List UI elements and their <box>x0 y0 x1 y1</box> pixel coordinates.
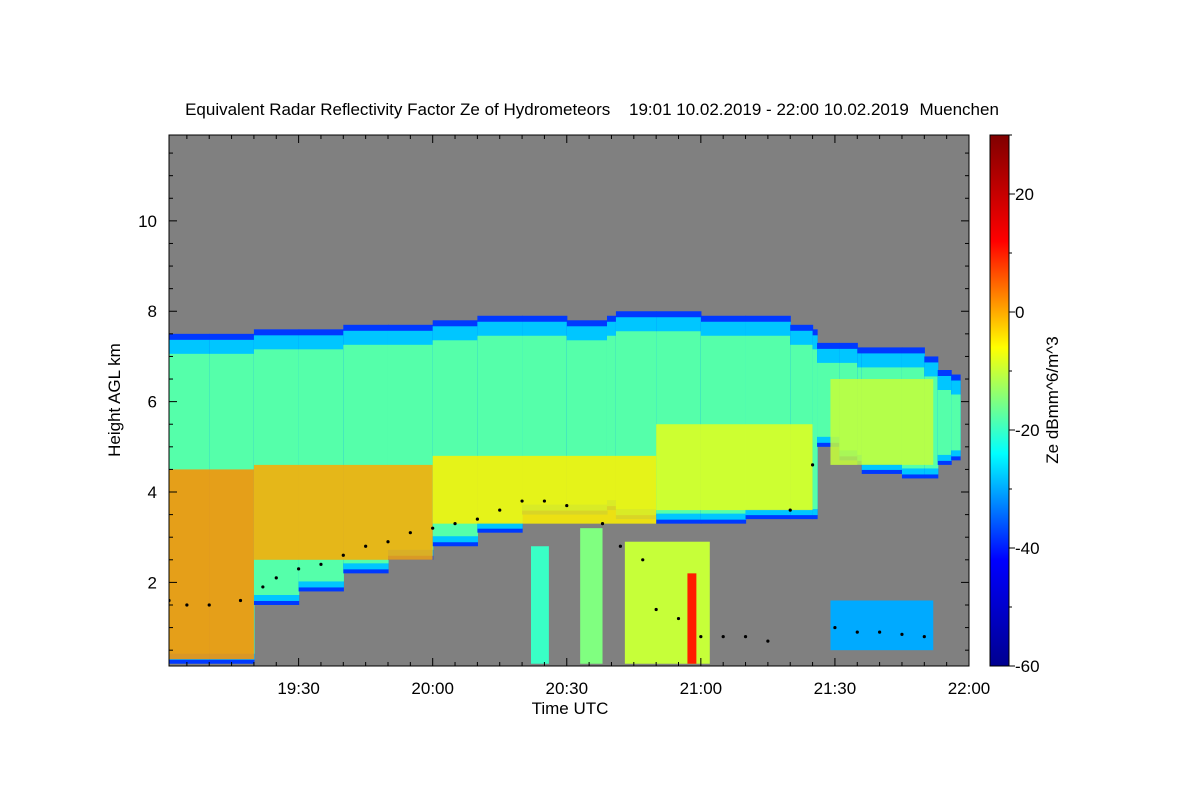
cloud-base-point <box>721 635 725 639</box>
colorbar-label: Ze dBmm^6/m^3 <box>1043 336 1062 463</box>
colorbar-tick-label: -20 <box>1015 421 1040 440</box>
chart-title: Equivalent Radar Reflectivity Factor Ze … <box>185 100 999 119</box>
colorbar-tick-label: 20 <box>1015 185 1034 204</box>
cloud-base-point <box>833 625 837 630</box>
cloud-base-point <box>297 567 301 571</box>
x-tick-label: 21:00 <box>680 679 723 698</box>
echo-cores <box>169 379 934 660</box>
cloud-base-point <box>364 544 368 548</box>
chart-title-period: 19:01 10.02.2019 - 22:00 10.02.2019 <box>629 100 909 119</box>
chart-title-location: Muenchen <box>920 100 999 119</box>
cloud-base-point <box>922 635 926 639</box>
cloud-base-point <box>855 630 859 634</box>
cloud-base-point <box>498 508 502 512</box>
cloud-base-point <box>341 553 345 557</box>
cloud-base-point <box>238 598 243 603</box>
echo-layers <box>169 311 961 664</box>
y-axis-label: Height AGL km <box>105 343 124 457</box>
cloud-base-point <box>475 517 479 521</box>
cloud-base-point <box>743 635 748 639</box>
x-axis-label: Time UTC <box>532 699 609 718</box>
low-echo <box>531 546 549 664</box>
echo-core <box>830 379 934 465</box>
cloud-base-point <box>654 607 658 612</box>
cloud-base-point <box>408 531 412 535</box>
low-echo <box>624 541 710 664</box>
cloud-base-point <box>766 639 770 643</box>
echo-core <box>656 424 813 511</box>
echo-core <box>432 455 657 524</box>
cloud-base-point <box>699 635 703 639</box>
y-tick-label: 6 <box>148 393 157 412</box>
colorbar-gradient <box>989 134 1010 667</box>
cloud-base-point <box>386 540 390 544</box>
colorbar-tick-label: 0 <box>1015 303 1024 322</box>
cloud-base-point <box>600 522 605 526</box>
echo-mid <box>606 335 617 501</box>
low-echo <box>830 600 934 651</box>
low-echo <box>580 528 603 664</box>
cloud-base-point <box>431 526 435 530</box>
cloud-base-point <box>261 585 265 589</box>
plot-area <box>168 134 970 667</box>
x-tick-label: 19:30 <box>277 679 320 698</box>
x-tick-label: 20:00 <box>411 679 454 698</box>
cloud-base-point <box>878 630 882 634</box>
colorbar-tick-label: -60 <box>1015 657 1040 676</box>
cloud-base-point <box>565 503 569 508</box>
x-tick-label: 20:30 <box>545 679 588 698</box>
y-tick-label: 2 <box>148 573 157 592</box>
y-axis: 2 4 6 8 10 <box>138 152 969 651</box>
cloud-base-point <box>900 632 904 636</box>
cloud-base-point <box>788 508 792 512</box>
y-tick-label: 4 <box>148 483 157 502</box>
cloud-base-point <box>676 616 681 621</box>
echo-mid <box>812 349 818 510</box>
cloud-base-point <box>618 544 622 548</box>
echo-mid <box>951 394 961 451</box>
cloud-base-point <box>274 576 278 580</box>
echo-core <box>169 469 254 660</box>
colorbar-tick-label: -40 <box>1015 539 1040 558</box>
x-axis: 19:30 20:00 20:30 21:00 21:30 22:00 <box>186 135 991 698</box>
cloud-base-point <box>207 603 211 607</box>
echo-mid <box>937 389 952 455</box>
cloud-base-point <box>542 499 547 503</box>
low-echo <box>687 573 697 664</box>
y-tick-label: 8 <box>148 302 157 321</box>
cloud-base-point <box>453 522 457 526</box>
cloud-base-point <box>319 562 323 566</box>
cloud-base-point <box>641 558 645 562</box>
chart-title-main: Equivalent Radar Reflectivity Factor Ze … <box>185 100 610 119</box>
y-tick-label: 10 <box>138 212 157 231</box>
cloud-base-point <box>185 603 189 607</box>
plot-frame <box>168 134 970 667</box>
cloud-base-point <box>520 499 524 503</box>
low-echoes <box>531 528 934 664</box>
colorbar: -60 -40 -20 0 20 <box>989 134 1040 676</box>
cloud-base-point <box>810 463 815 467</box>
echo-core <box>253 464 433 560</box>
x-tick-label: 22:00 <box>948 679 991 698</box>
cloud-base-points <box>169 463 926 643</box>
x-tick-label: 21:30 <box>814 679 857 698</box>
